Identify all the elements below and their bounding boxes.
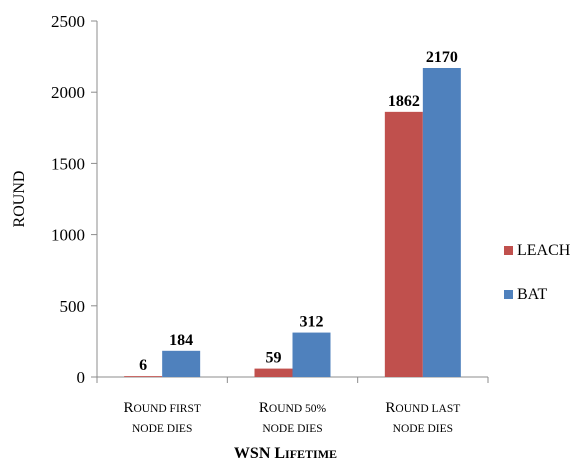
- data-label-leach: 59: [266, 350, 282, 367]
- bar-leach: [384, 111, 423, 377]
- axis-titles: ROUND WSN LIFETIME: [11, 171, 337, 462]
- legend-label-leach: LEACH: [517, 242, 571, 259]
- y-tick-label: 500: [60, 297, 86, 316]
- bar-bat: [162, 350, 201, 377]
- data-labels: 6 184 59 312 1862 2170: [139, 49, 458, 374]
- legend-swatch-leach: [504, 246, 513, 255]
- data-label-leach: 6: [139, 357, 147, 374]
- x-category-label: ROUND FIRST: [123, 400, 200, 416]
- legend-swatch-bat: [504, 290, 513, 299]
- x-category-label: ROUND 50%: [259, 400, 327, 416]
- data-label-leach: 1862: [388, 93, 420, 110]
- legend: LEACH BAT: [504, 242, 571, 303]
- y-tick-label: 1000: [51, 226, 85, 245]
- legend-label-bat: BAT: [517, 286, 547, 303]
- y-tick-label: 2000: [51, 83, 85, 102]
- bar-bat: [422, 67, 461, 377]
- bar-leach: [254, 368, 293, 377]
- data-label-bat: 2170: [426, 49, 458, 66]
- x-category-label: ROUND LAST: [385, 400, 460, 416]
- y-tick-labels: 0 500 1000 1500 2000 2500: [51, 12, 85, 387]
- x-category-label: NODE DIES: [393, 423, 453, 435]
- data-label-bat: 184: [169, 332, 193, 349]
- x-axis-title: WSN LIFETIME: [234, 445, 337, 462]
- x-category-label: NODE DIES: [262, 423, 322, 435]
- x-category-label: NODE DIES: [132, 423, 192, 435]
- bar-bat: [292, 332, 331, 377]
- bars: [124, 67, 461, 377]
- bar-leach: [124, 376, 163, 377]
- y-tick-label: 0: [77, 368, 86, 387]
- data-label-bat: 312: [300, 314, 324, 331]
- y-axis-title: ROUND: [11, 171, 28, 228]
- x-category-labels: ROUND FIRST NODE DIES ROUND 50% NODE DIES RO…: [123, 400, 460, 435]
- y-tick-label: 2500: [51, 12, 85, 31]
- y-tick-label: 1500: [51, 154, 85, 173]
